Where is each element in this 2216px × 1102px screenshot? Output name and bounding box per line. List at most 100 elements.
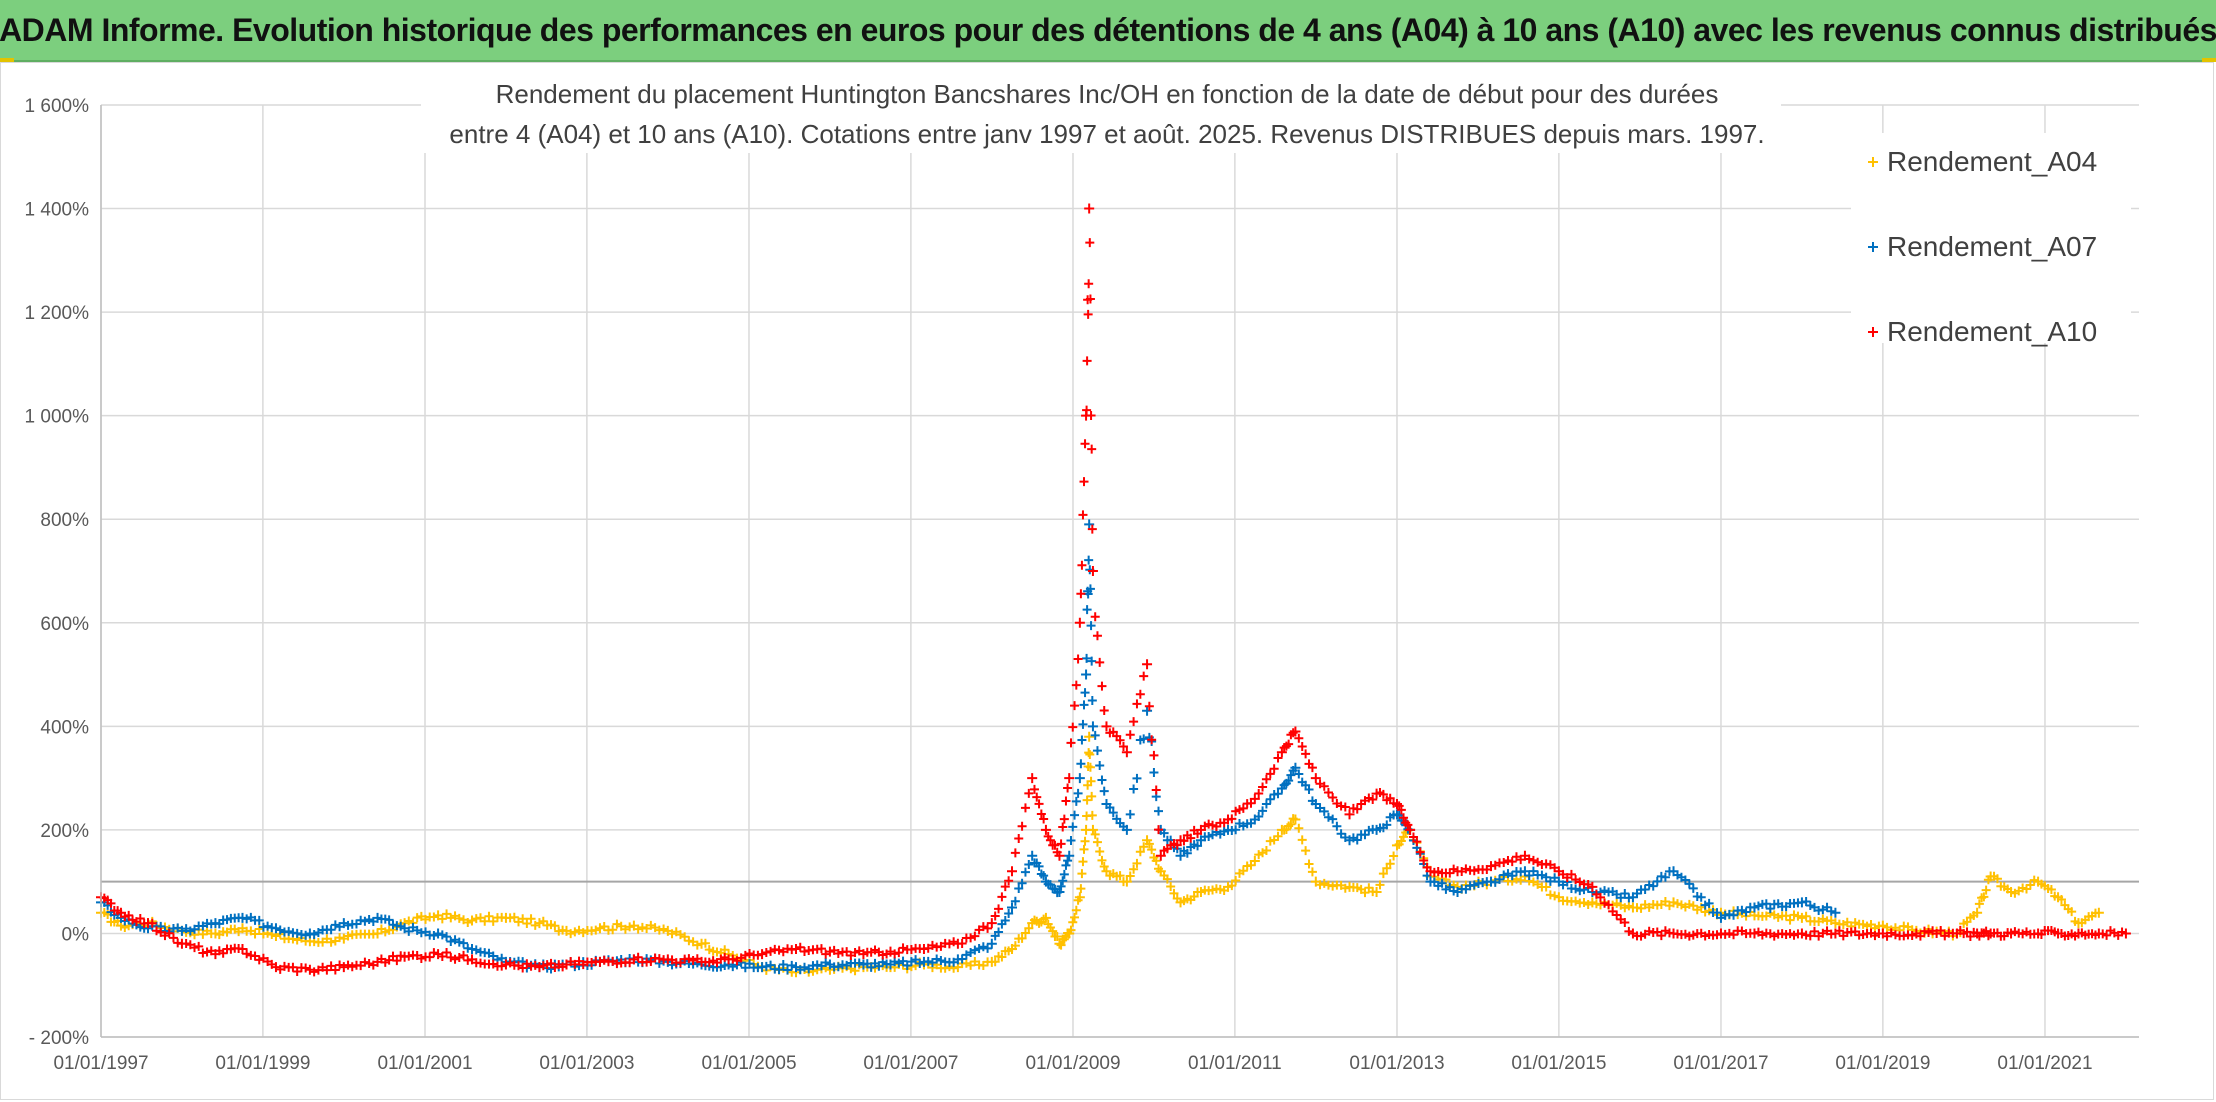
data-point [1082, 356, 1092, 366]
data-point [309, 930, 319, 940]
data-point [518, 914, 528, 924]
data-point [404, 951, 414, 961]
data-point [454, 953, 464, 963]
data-point [437, 930, 447, 940]
data-point [1024, 788, 1034, 798]
data-point [1294, 823, 1304, 833]
data-point [957, 954, 967, 964]
data-point [1070, 701, 1080, 711]
data-point [425, 952, 435, 962]
data-point [1115, 871, 1125, 881]
data-point [1541, 882, 1551, 892]
data-point [898, 956, 908, 966]
data-point [1915, 931, 1925, 941]
data-point [1064, 850, 1075, 861]
data-point [442, 948, 452, 958]
data-point [1004, 908, 1014, 918]
series-rendement-a10 [96, 203, 2131, 977]
data-point [1092, 631, 1102, 641]
data-point [1078, 719, 1088, 729]
data-point [459, 950, 469, 960]
scatter-chart: - 200% 0% 200% 400% 600% 800% 1 000% 1 200% 1 40… [25, 63, 2139, 1074]
data-point [1054, 850, 1065, 861]
data-point [1063, 783, 1073, 793]
data-point [1704, 898, 1714, 908]
data-point [1566, 869, 1576, 879]
data-point [284, 926, 294, 936]
data-point [1644, 880, 1654, 890]
data-point [974, 943, 984, 953]
x-tick-label: 01/01/2019 [1835, 1053, 1930, 1074]
data-point [1290, 762, 1301, 773]
data-point [1090, 612, 1100, 622]
data-point [509, 912, 519, 922]
chart-title-line: Rendement du placement Huntington Bancsh… [496, 79, 1719, 109]
data-point [1469, 866, 1479, 876]
data-point [1078, 510, 1088, 520]
data-point [1010, 941, 1020, 951]
data-point [1193, 841, 1203, 851]
data-point [761, 947, 771, 957]
data-point [1499, 870, 1509, 880]
data-point [322, 965, 332, 975]
data-point [454, 913, 464, 923]
y-tick-label: 1 600% [25, 96, 90, 117]
data-point [1154, 806, 1164, 816]
axes: - 200% 0% 200% 400% 600% 800% 1 000% 1 200% 1 40… [25, 96, 2139, 1074]
data-point [778, 959, 788, 969]
data-point [1656, 931, 1666, 941]
data-point [1636, 931, 1646, 941]
data-point [1074, 773, 1085, 784]
data-point [983, 943, 993, 953]
legend: Rendement_A04 Rendement_A07 Rendement_A10 [1851, 133, 2131, 347]
data-point [1079, 844, 1089, 854]
data-point [384, 915, 394, 925]
data-point [1273, 831, 1283, 841]
legend-background [1851, 133, 2131, 343]
y-tick-label: 1 400% [25, 200, 90, 221]
data-point [1039, 871, 1049, 881]
data-point [1105, 803, 1115, 813]
data-point [1352, 835, 1362, 845]
data-point [1328, 792, 1338, 802]
data-point [1068, 722, 1078, 732]
data-point [1061, 796, 1071, 806]
data-point [1805, 931, 1815, 941]
data-point [450, 954, 460, 964]
data-point [1052, 932, 1062, 942]
data-point [766, 946, 776, 956]
report-banner: ADAM Informe. Evolution historique des p… [0, 0, 2216, 62]
data-point [1151, 856, 1161, 866]
data-point [591, 925, 601, 935]
data-point [1415, 847, 1425, 857]
data-point [1056, 839, 1066, 849]
data-point [1027, 850, 1038, 861]
data-point [816, 944, 826, 954]
data-point [1660, 896, 1670, 906]
data-point [1537, 870, 1547, 880]
data-point [442, 932, 452, 942]
data-point [783, 965, 793, 975]
data-point [1389, 851, 1399, 861]
data-point [1437, 878, 1447, 888]
data-point [1499, 858, 1509, 868]
data-point [894, 958, 904, 968]
data-point [997, 952, 1007, 962]
data-point [1265, 794, 1275, 804]
data-point [1082, 795, 1092, 805]
chart-title-background [421, 63, 1781, 153]
data-point [1017, 933, 1027, 943]
data-point [1319, 781, 1329, 791]
data-point [1073, 654, 1083, 664]
data-point [135, 913, 145, 923]
data-point [2120, 928, 2131, 939]
corner-marker [0, 58, 14, 62]
data-point [1286, 819, 1296, 829]
data-point [949, 937, 959, 947]
data-point [1080, 688, 1090, 698]
data-point [1010, 848, 1020, 858]
data-point [1261, 774, 1271, 784]
data-point [1097, 681, 1107, 691]
data-point [237, 943, 248, 954]
data-point [1129, 784, 1139, 794]
